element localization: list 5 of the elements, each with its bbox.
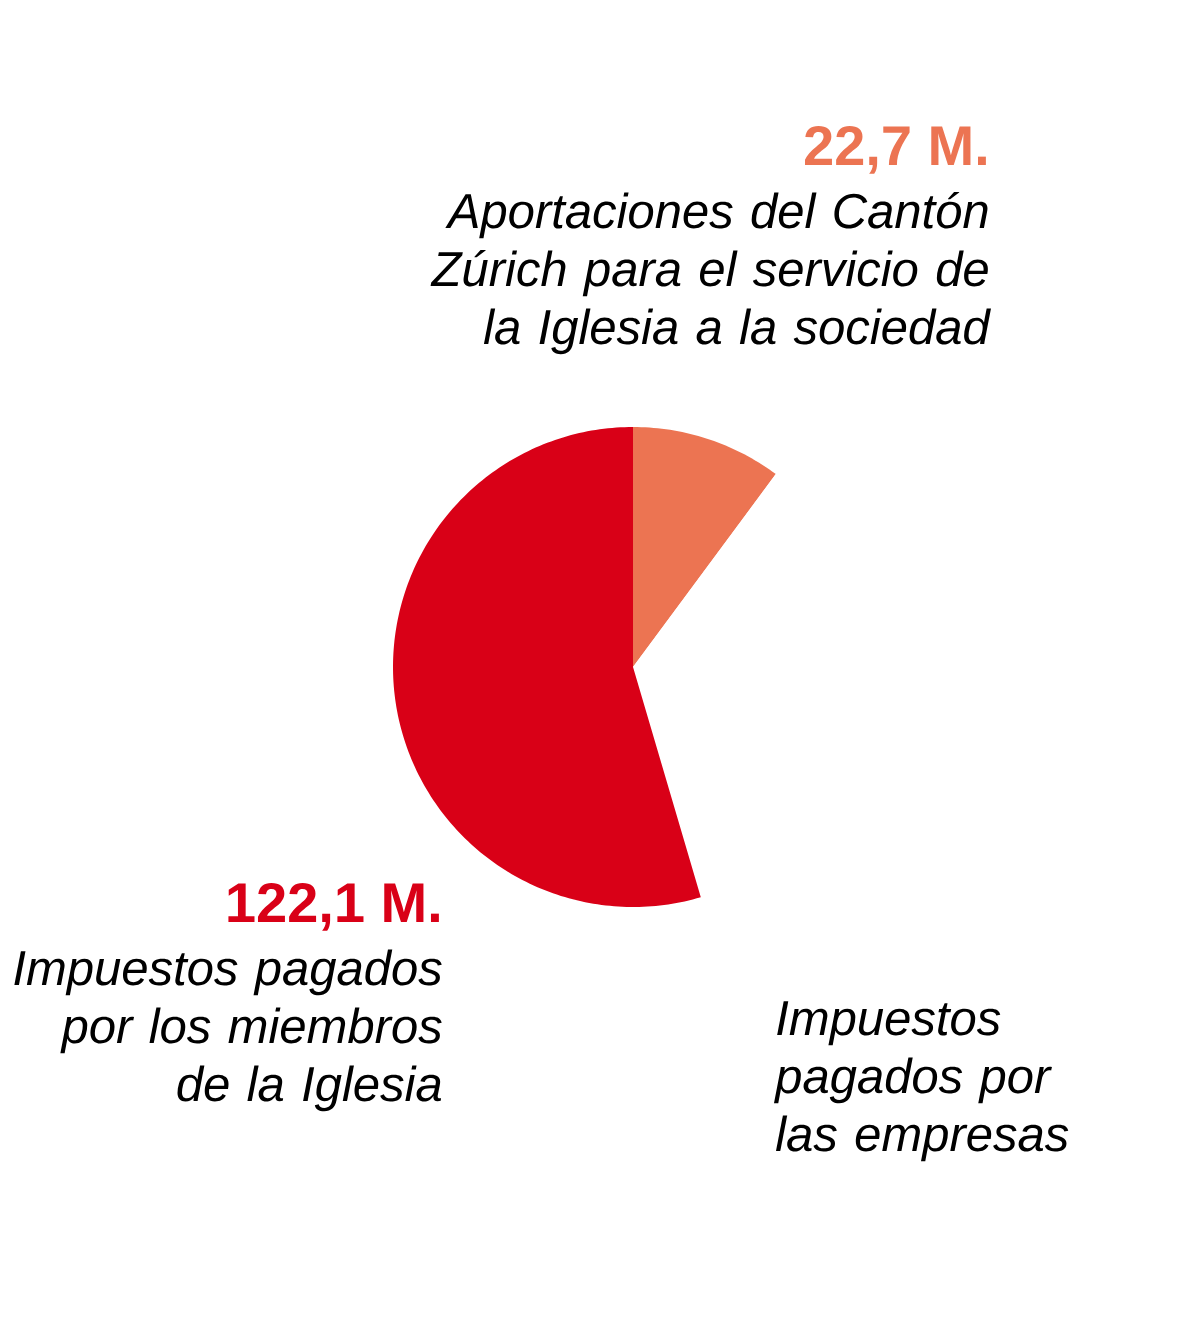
slice-label: Impuestos pagados por los miembros de la Iglesia (14, 949, 442, 1112)
slice-label: Aportaciones del Cantón Zúrich para el servicio de la Iglesia a la sociedad (430, 191, 991, 355)
slice-label: Impuestos pagados por las empresas (773, 1001, 1069, 1162)
data-label: 22,7 M. (805, 125, 986, 174)
data-label: 122,1 M. (228, 882, 439, 931)
